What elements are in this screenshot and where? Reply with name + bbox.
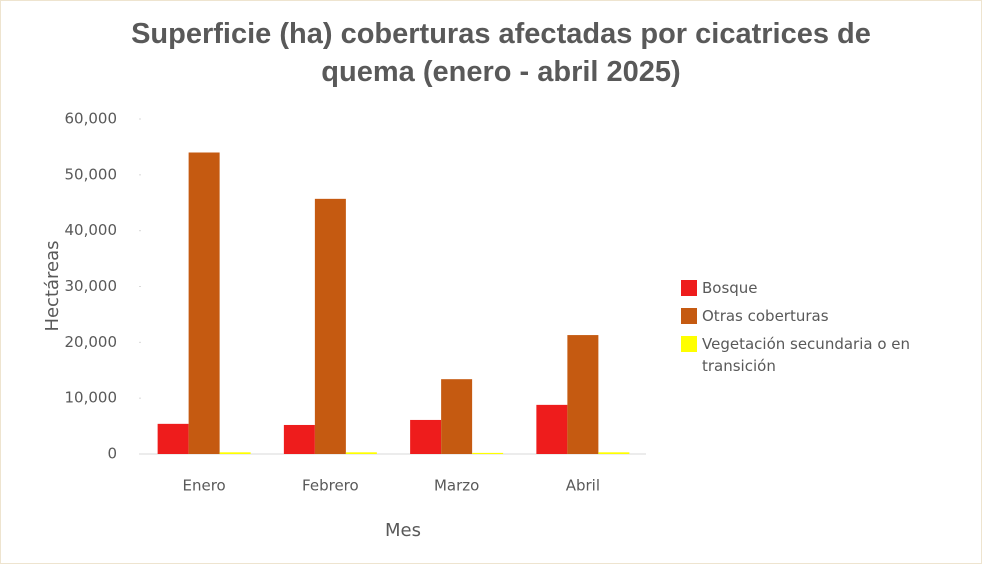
x-axis-label: Mes	[385, 520, 421, 541]
legend-swatch	[681, 280, 697, 296]
legend-label: Vegetación secundaria o en transición	[702, 335, 911, 375]
bar	[219, 452, 251, 454]
y-tick-label: 60,000	[65, 110, 118, 128]
x-tick-label: Marzo	[434, 477, 479, 495]
x-tick-label: Abril	[566, 477, 600, 495]
y-tick-label: 10,000	[65, 389, 118, 407]
bar	[283, 424, 315, 454]
legend-item: Vegetación secundaria o en transición	[681, 333, 981, 377]
bar	[472, 452, 504, 454]
x-tick-label: Enero	[183, 477, 226, 495]
bar	[536, 404, 568, 454]
bar	[157, 423, 189, 454]
legend-swatch	[681, 336, 697, 352]
y-axis-label: Hectáreas	[42, 240, 63, 331]
bar	[567, 335, 599, 454]
y-tick-label: 50,000	[65, 165, 118, 183]
legend-item: Otras coberturas	[681, 305, 981, 327]
legend: Bosque Otras coberturas Vegetación secunda…	[681, 277, 981, 383]
bar	[598, 452, 630, 454]
legend-label: Otras coberturas	[702, 307, 829, 325]
bar	[345, 452, 377, 454]
legend-label: Bosque	[702, 279, 758, 297]
y-tick-label: 30,000	[65, 277, 118, 295]
y-tick-label: 40,000	[65, 221, 118, 239]
y-tick-label: 0	[107, 445, 117, 463]
x-tick-label: Febrero	[302, 477, 359, 495]
bar	[441, 379, 473, 454]
bar	[188, 152, 220, 454]
y-tick-label: 20,000	[65, 333, 118, 351]
bar	[410, 419, 442, 454]
legend-item: Bosque	[681, 277, 981, 299]
chart-title: Superficie (ha) coberturas afectadas por…	[131, 18, 871, 88]
bar	[314, 198, 346, 454]
legend-swatch	[681, 308, 697, 324]
